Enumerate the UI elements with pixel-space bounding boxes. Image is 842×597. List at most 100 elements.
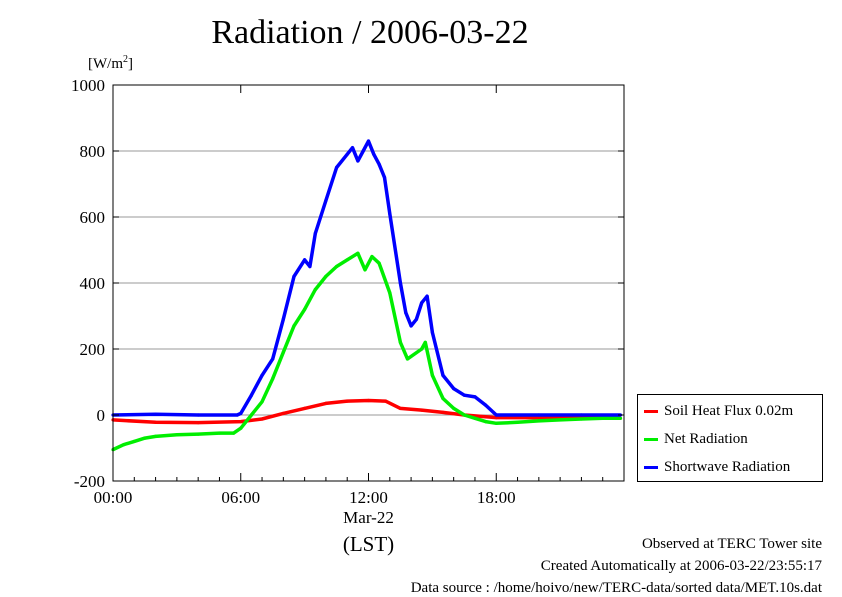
legend-label: Soil Heat Flux 0.02m [664,402,794,419]
data-point [452,406,456,410]
data-point [361,149,365,153]
y-tick-label: 400 [80,274,106,293]
x-tick-label: 18:00 [477,488,516,507]
data-point [404,311,408,315]
data-point [430,373,434,377]
y-tick-label: 1000 [71,76,105,95]
y-tick-label: 600 [80,208,106,227]
data-point [377,261,381,265]
data-point [579,417,584,421]
data-point [292,274,296,278]
data-point [335,264,339,269]
footer-site: Observed at TERC Tower site [641,536,822,552]
data-point [235,413,239,417]
legend-swatch-red [644,409,658,413]
data-point [462,413,466,417]
data-point [494,413,498,417]
data-point [484,403,488,407]
series-line-1 [112,251,621,452]
data-point [383,399,388,403]
data-point [356,251,360,255]
data-point [271,377,275,381]
legend-item-shortwave-radiation: Shortwave Radiation [644,457,790,477]
data-point [618,416,623,420]
data-point [377,162,381,166]
footer-data-source: Data source : /home/hoivo/new/TERC-data/… [410,580,822,596]
data-point [537,419,541,423]
data-point [420,301,424,305]
series-line-2 [112,139,621,417]
x-axis-label: (LST) [343,532,394,556]
legend-swatch-blue [644,465,658,469]
data-point [382,175,387,179]
data-point [430,330,434,335]
data-point [423,340,427,344]
data-point [558,418,562,422]
data-point [303,307,307,311]
data-point [398,281,402,285]
data-point [363,268,367,272]
x-tick-label: 00:00 [94,488,133,507]
data-point [154,434,158,438]
data-point [281,350,285,354]
y-tick-label: 200 [80,340,106,359]
data-point [345,152,349,156]
data-point [281,317,285,321]
data-point [143,436,147,440]
y-tick-label: 800 [80,142,106,161]
data-point [239,420,243,424]
x-tick-label: 12:00 [349,488,388,507]
data-point [239,426,243,430]
legend-swatch-green [644,437,658,441]
data-point [366,398,371,403]
data-point [388,212,392,216]
series-layer [111,139,623,452]
data-point [350,146,355,150]
data-point [324,274,328,278]
x-date-label: Mar-22 [343,508,394,527]
data-point [303,406,307,410]
data-point [494,416,498,420]
data-point [441,373,445,377]
data-point [313,288,317,292]
data-point [154,420,158,424]
data-point [196,413,200,417]
x-tick-label: 06:00 [221,488,260,507]
data-point [537,416,541,420]
data-point [370,255,374,259]
data-point [601,416,605,420]
data-point [249,413,253,417]
data-point [232,431,236,435]
data-point [515,420,520,424]
data-point [249,393,253,397]
data-point [260,400,264,404]
data-point [405,357,410,361]
data-point [308,264,312,269]
data-point [356,159,360,163]
data-point [196,421,200,425]
y-tick-label: -200 [74,472,105,491]
data-point [217,431,222,435]
data-point [303,258,307,262]
data-point [484,420,488,424]
data-point [175,433,179,437]
data-point [345,258,349,262]
data-point [425,294,429,298]
data-point [462,393,466,397]
data-point [579,413,584,417]
data-point [324,401,328,405]
data-point [196,432,200,436]
data-point [441,410,445,414]
chart-title: Radiation / 2006-03-22 [211,14,529,51]
grid-lines [113,150,624,416]
data-point [473,416,477,420]
data-point [281,411,285,415]
data-point [260,417,264,421]
legend-label: Net Radiation [664,430,748,447]
legend: Soil Heat Flux 0.02m Net Radiation Short… [637,394,823,482]
data-point [239,411,243,415]
y-axis-unit: [W/m2] [88,54,133,72]
data-point [420,347,424,351]
data-point [260,373,264,377]
